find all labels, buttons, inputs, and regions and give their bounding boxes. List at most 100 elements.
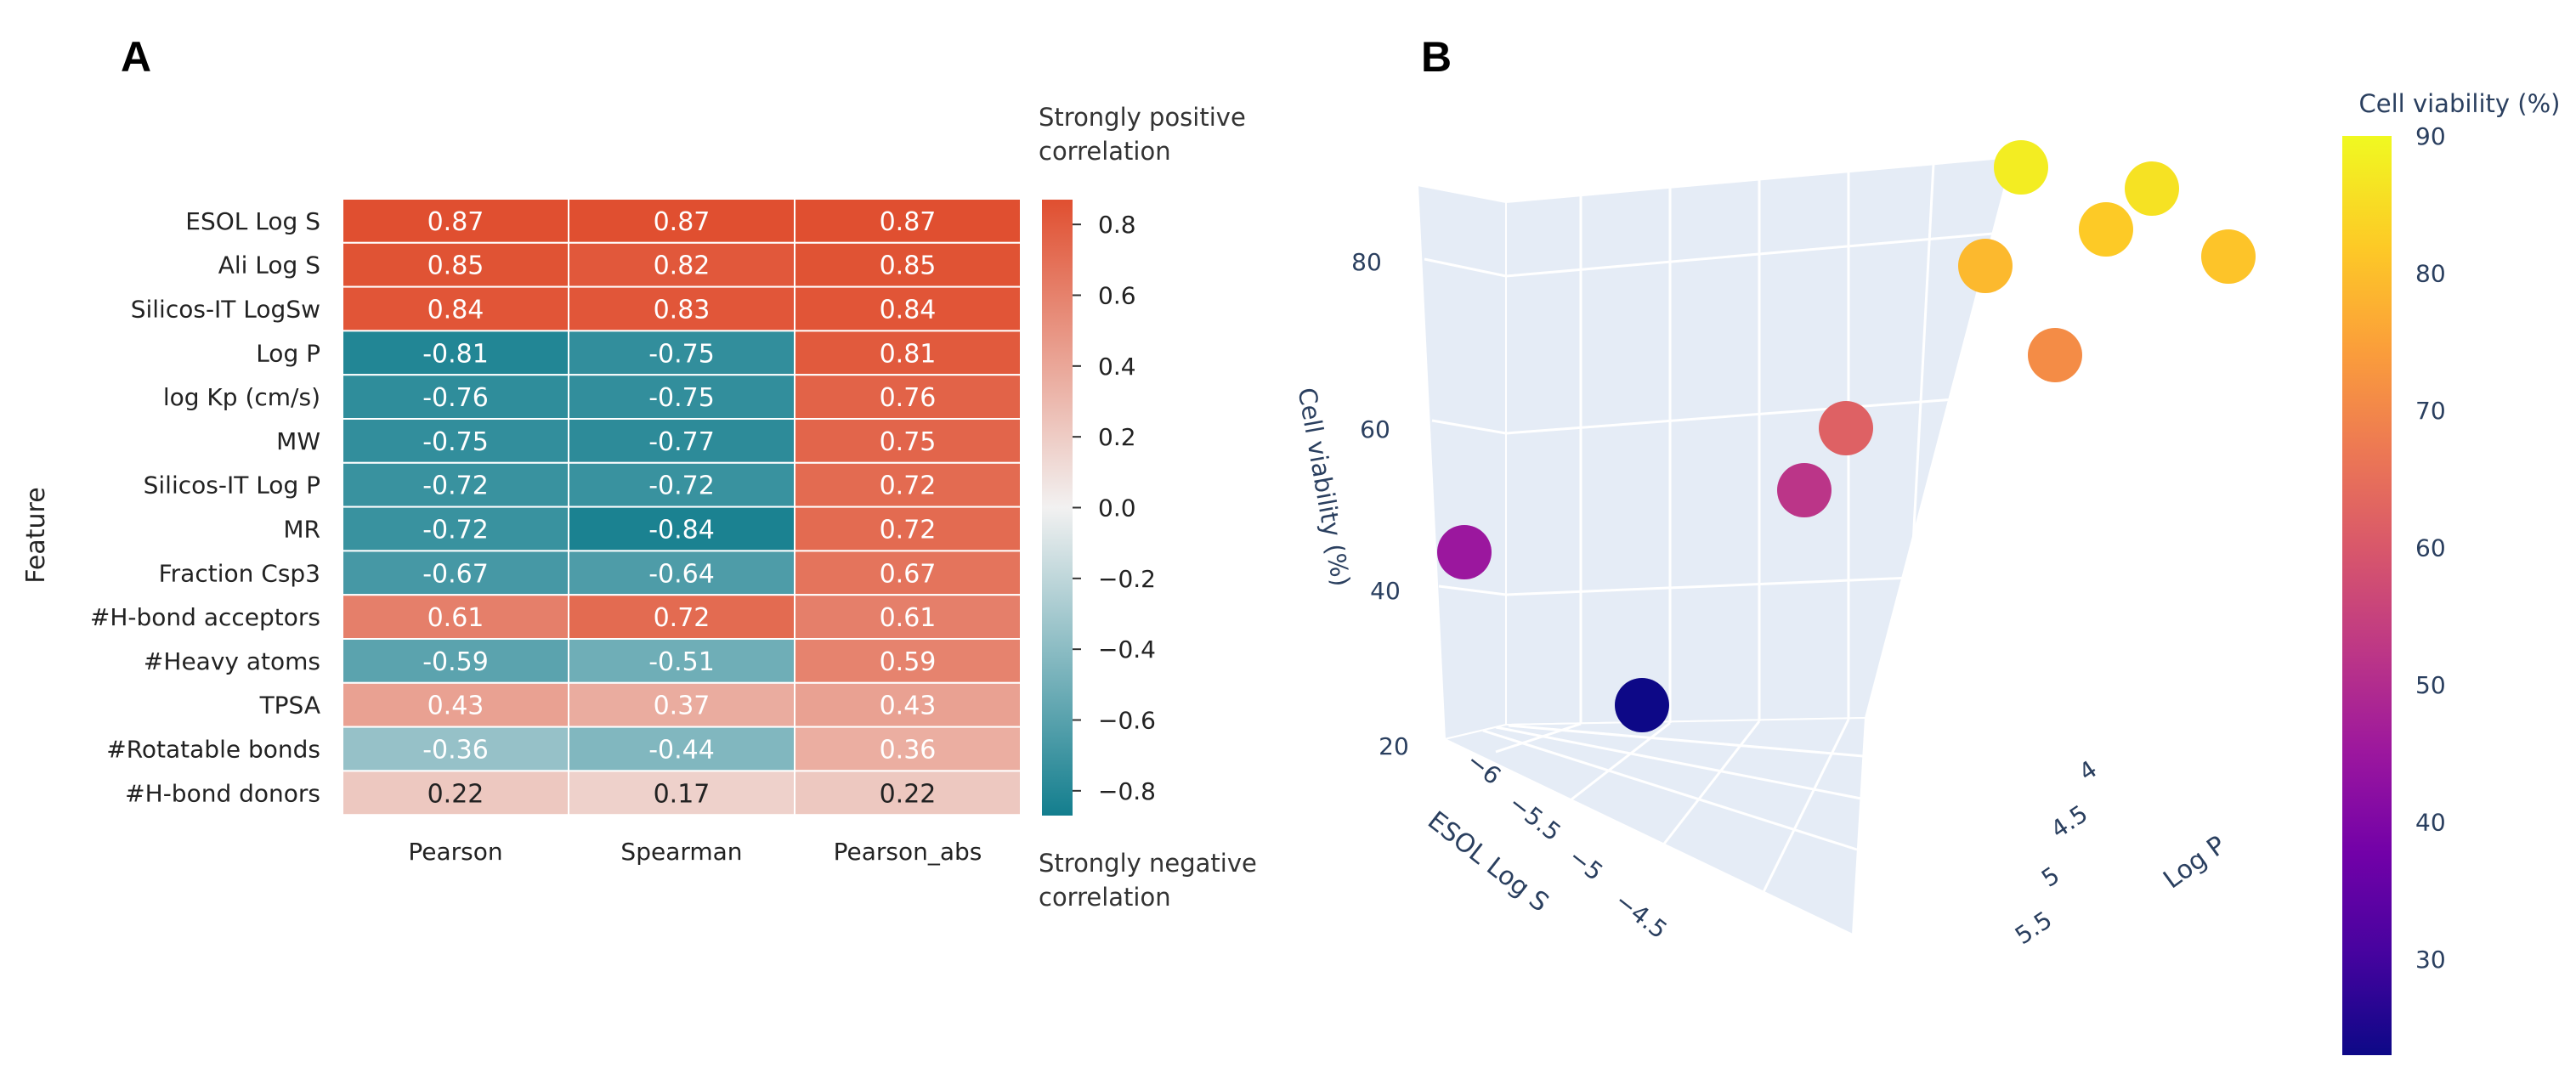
back-wall-left <box>1416 184 1507 741</box>
heatmap-cell-label: 0.75 <box>880 427 937 457</box>
heatmap-cell-label: 0.81 <box>880 339 937 369</box>
heatmap-cell-label: 0.85 <box>880 251 937 281</box>
heatmap-row-labels: ESOL Log S Ali Log S Silicos-IT LogSw Log P… <box>90 207 320 807</box>
gridline <box>1505 398 1956 435</box>
heatmap-cell <box>794 726 1022 772</box>
y-axis-tick-label: 4 <box>2074 754 2102 786</box>
heatmap-cell-label: -0.75 <box>422 427 489 457</box>
heatmap-cell <box>342 418 569 464</box>
heatmap-cell-label: -0.72 <box>648 472 715 501</box>
scatter-point <box>1819 401 1873 455</box>
scatter-point <box>1437 525 1492 579</box>
viability-colorbar-tick-label: 50 <box>2415 671 2446 699</box>
heatmap-colorbar-tick-label: 0.2 <box>1098 423 1136 451</box>
heatmap-cell-label: -0.76 <box>422 383 489 413</box>
gridline <box>1758 719 1850 901</box>
heatmap-cell-label: 0.61 <box>427 603 484 633</box>
heatmap-cell <box>568 726 795 772</box>
heatmap-cell-label: 0.43 <box>427 692 484 721</box>
heatmap-cell <box>342 505 569 552</box>
heatmap-cell <box>794 770 1022 816</box>
heatmap-cell-label: -0.64 <box>648 559 715 589</box>
heatmap-cell-label: -0.84 <box>648 516 715 545</box>
heatmap-cell-label: 0.87 <box>427 207 484 237</box>
scatter-point <box>1615 678 1669 732</box>
floor-plane <box>1442 716 1867 936</box>
heatmap-cell <box>568 638 795 684</box>
heatmap-cell <box>568 550 795 596</box>
viability-colorbar <box>2342 136 2392 1055</box>
heatmap-row-label: Fraction Csp3 <box>159 559 320 587</box>
heatmap-cell <box>794 550 1022 596</box>
viability-colorbar-tick-label: 70 <box>2415 397 2446 425</box>
scatter-point <box>2125 161 2179 216</box>
scatter-point <box>2201 229 2256 284</box>
heatmap-cell-label: 0.83 <box>654 296 711 325</box>
gridline <box>1902 163 1935 720</box>
heatmap-cell <box>568 198 795 244</box>
heatmap-cell-label: -0.75 <box>648 339 715 369</box>
heatmap-column-label: Spearman <box>620 838 742 866</box>
heatmap-colorbar-tick-label: 0.4 <box>1098 353 1136 381</box>
heatmap-colorbar-tick-label: −0.2 <box>1098 565 1156 593</box>
gridline <box>1438 585 1507 596</box>
heatmap-cell-label: 0.36 <box>880 736 937 765</box>
heatmap-colorbar-tick-label: 0.0 <box>1098 494 1136 522</box>
heatmap-cell <box>568 505 795 552</box>
heatmap-cell <box>794 681 1022 728</box>
heatmap-cell-label: -0.36 <box>422 736 489 765</box>
heatmap-colorbar-tick-label: 0.8 <box>1098 211 1136 239</box>
panel-letter-a: A <box>121 33 152 81</box>
z-axis-title: Cell viability (%) <box>1293 386 1356 589</box>
heatmap-cell-label: 0.87 <box>880 207 937 237</box>
heatmap-colorbar-tick-label: −0.6 <box>1098 707 1156 735</box>
heatmap-cell <box>342 550 569 596</box>
gridline <box>1563 721 1671 807</box>
heatmap-cell <box>794 198 1022 244</box>
colorbar-top-note-line-2: correlation <box>1039 137 1171 166</box>
x-axis-tick-label: −5 <box>1563 843 1608 886</box>
heatmap-cell <box>342 638 569 684</box>
heatmap-cell-label: 0.85 <box>427 251 484 281</box>
heatmap-colorbar-tick-label: 0.6 <box>1098 282 1136 310</box>
viability-colorbar-tick-label: 40 <box>2415 808 2446 836</box>
heatmap-colorbar-tick-label: −0.8 <box>1098 777 1156 805</box>
heatmap-cell-label: 0.82 <box>654 251 711 281</box>
heatmap-cell-label: 0.84 <box>880 296 937 325</box>
heatmap-cell <box>568 681 795 728</box>
heatmap-row-label: Log P <box>256 339 320 367</box>
scatter-point <box>2028 328 2082 382</box>
heatmap-cell-label: 0.43 <box>880 692 937 721</box>
heatmap-cell-label: -0.77 <box>648 427 715 457</box>
x-axis-tick-label: −5.5 <box>1503 789 1566 847</box>
heatmap-colorbar-tick-label: −0.4 <box>1098 635 1156 664</box>
viability-colorbar-tick-label: 80 <box>2415 259 2446 287</box>
heatmap-cell <box>794 505 1022 552</box>
colorbar-top-note-line-1: Strongly positive <box>1039 103 1246 132</box>
heatmap-colorbar <box>1042 200 1073 816</box>
heatmap-cell-label: 0.61 <box>880 603 937 633</box>
heatmap-grid: 0.87 0.87 0.87 0.85 0.82 0.85 0.84 0.83 0.84 -0.8… <box>342 198 1022 816</box>
viability-colorbar-title: Cell viability (%) <box>2359 89 2561 118</box>
heatmap-cell-label: 0.37 <box>654 692 711 721</box>
gridline <box>1505 576 1913 596</box>
gridline <box>1495 722 1582 754</box>
heatmap-row-label: #Rotatable bonds <box>106 736 320 764</box>
heatmap-cell-label: 0.76 <box>880 383 937 413</box>
scatter3d-gridlines <box>1424 163 1994 901</box>
heatmap-column-label: Pearson <box>408 838 502 866</box>
scatter-point <box>1777 463 1832 517</box>
viability-colorbar-tick-label: 30 <box>2415 946 2446 974</box>
heatmap-cell <box>794 374 1022 421</box>
gridline <box>1508 724 1864 758</box>
scatter3d-scene <box>1416 155 2014 936</box>
heatmap-cell <box>568 770 795 816</box>
heatmap-cell <box>568 285 795 332</box>
heatmap-row-label: ESOL Log S <box>185 207 320 235</box>
z-axis-tick-label: 20 <box>1379 732 1409 760</box>
heatmap-cell-label: 0.59 <box>880 647 937 677</box>
heatmap-cell <box>794 285 1022 332</box>
heatmap-cell-label: 0.72 <box>654 603 711 633</box>
z-axis-tick-label: 40 <box>1370 577 1401 605</box>
